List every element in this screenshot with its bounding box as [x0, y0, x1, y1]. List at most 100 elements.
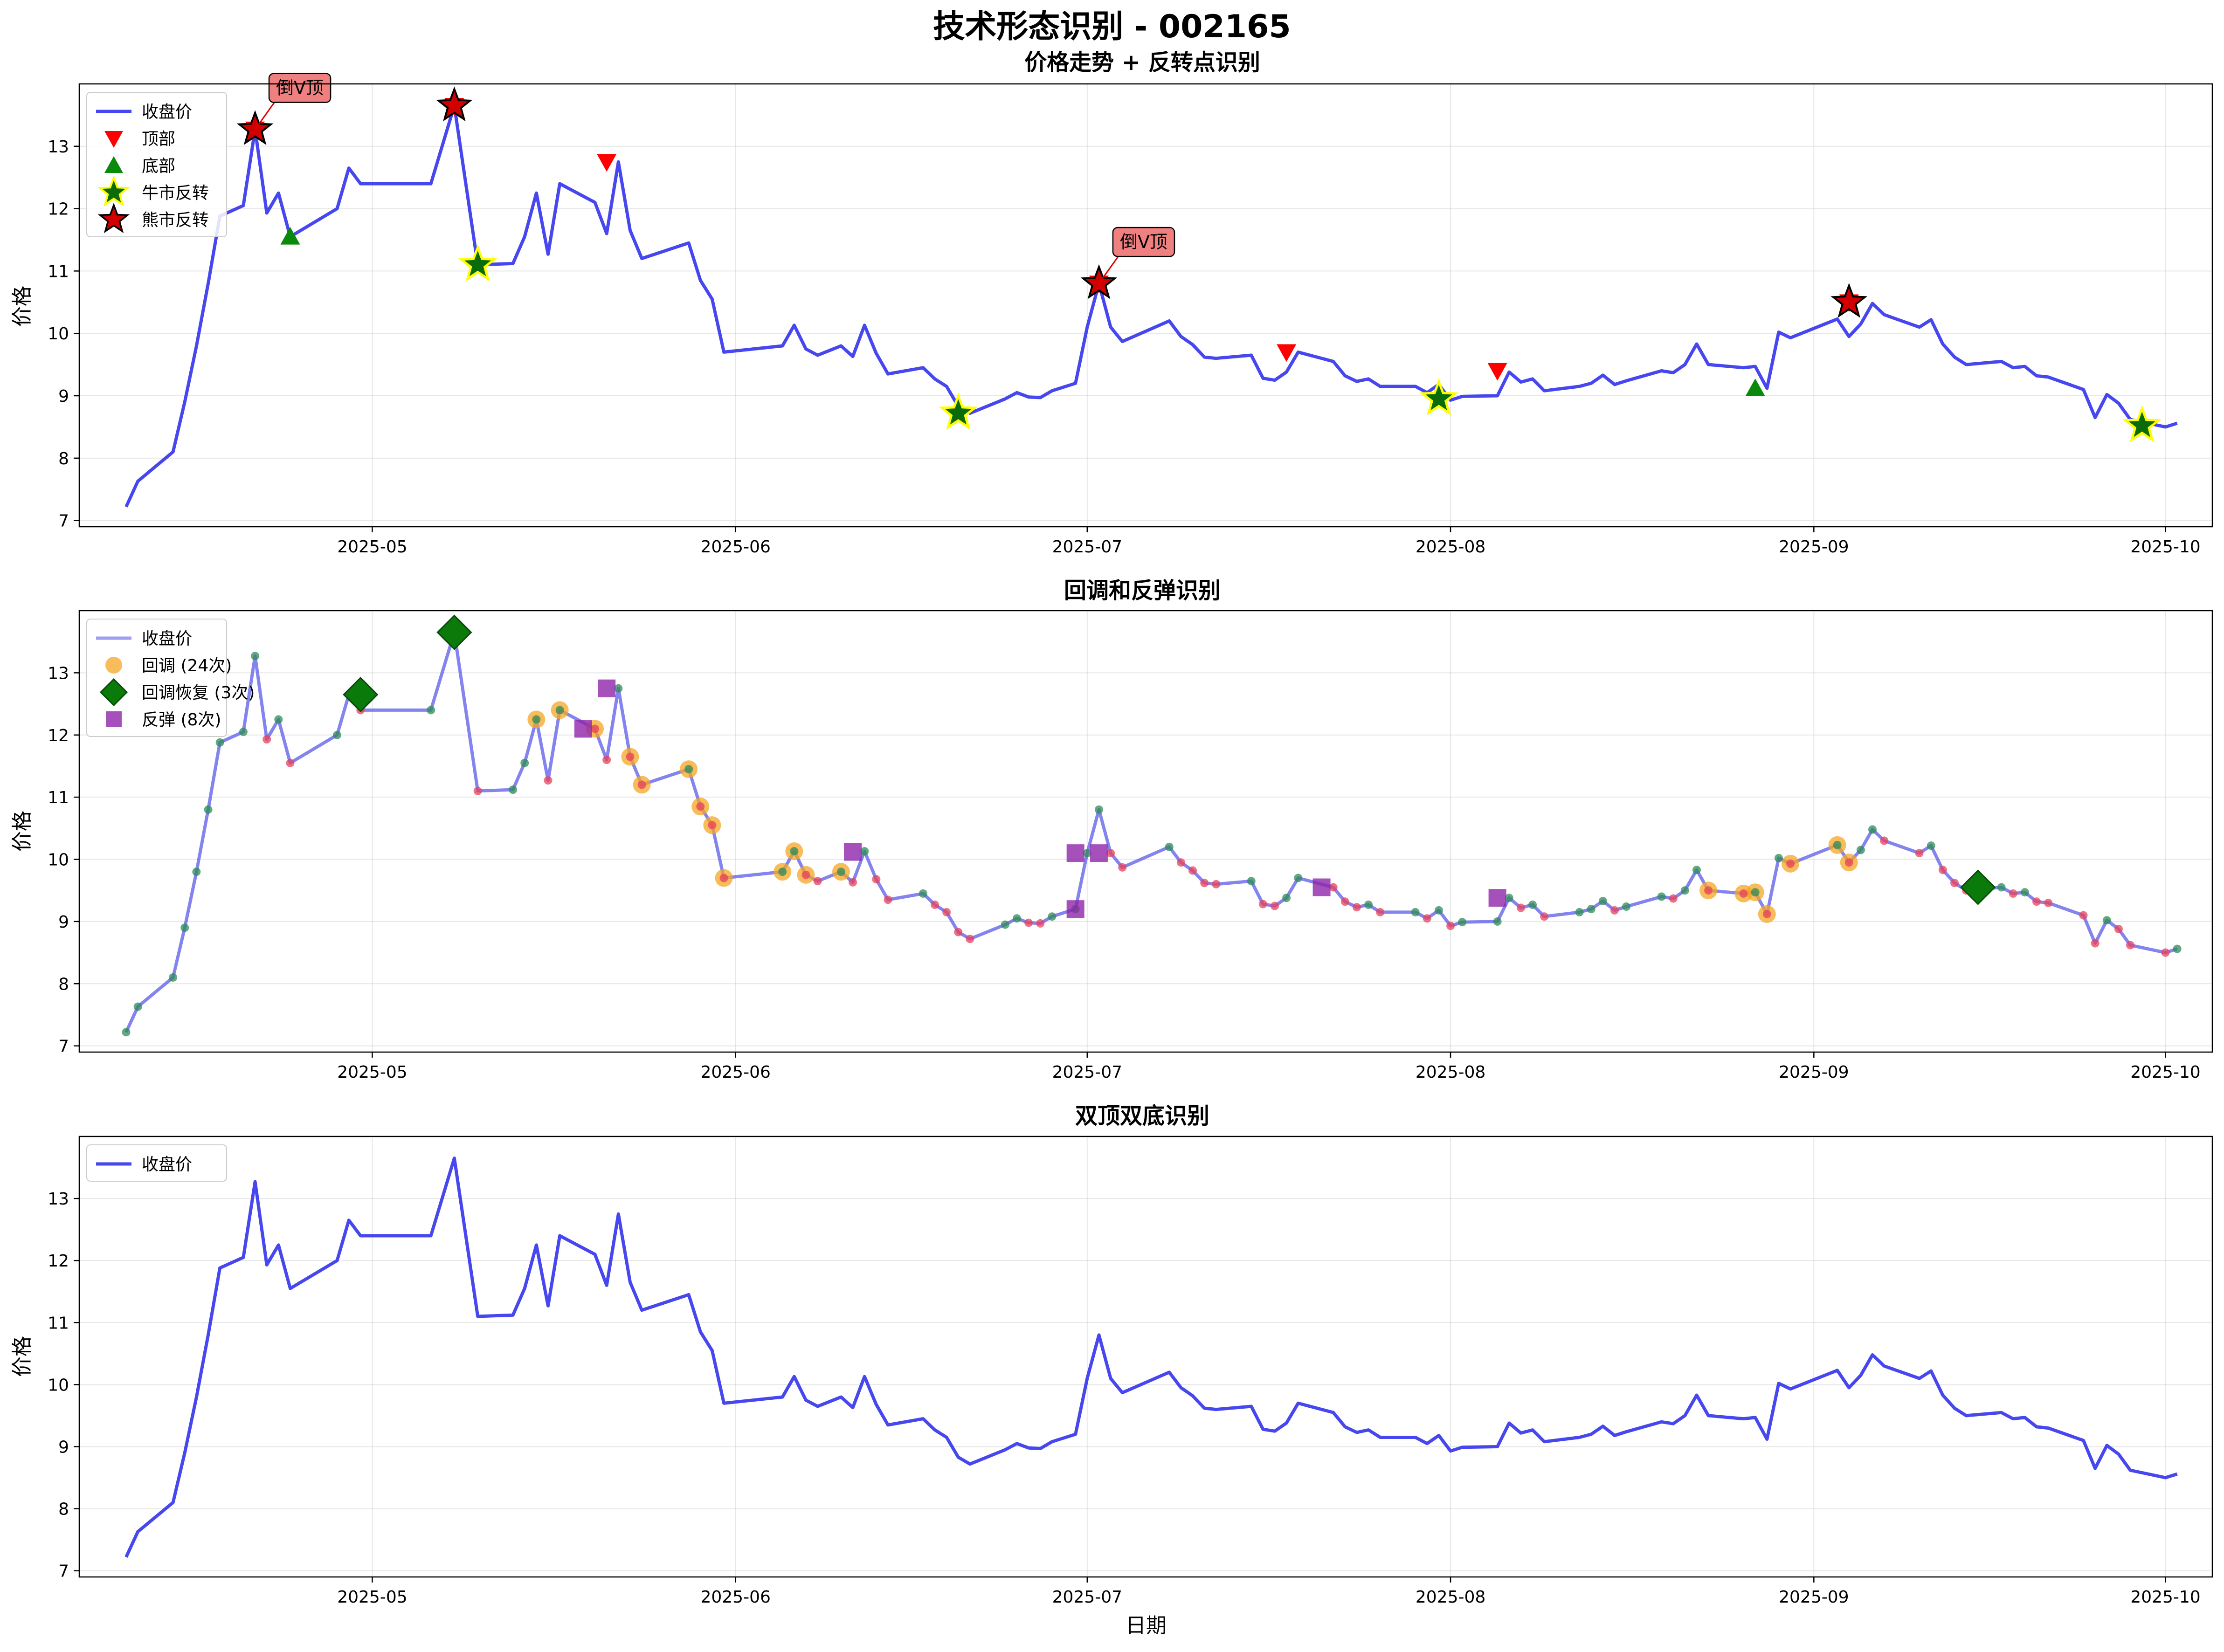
annotation-text: 倒V顶 — [276, 78, 324, 98]
legend-entry: 反弹 (8次) — [106, 710, 221, 730]
trend-dot — [2009, 889, 2017, 898]
trend-dot — [931, 900, 939, 909]
trend-dot — [509, 785, 518, 794]
y-tick-label: 10 — [48, 324, 69, 344]
legend-label: 顶部 — [142, 130, 175, 149]
trend-dot — [1657, 892, 1666, 901]
trend-dot — [427, 706, 435, 715]
trend-dot — [966, 935, 974, 943]
x-tick-label: 2025-09 — [1779, 537, 1849, 557]
trend-dot — [204, 805, 213, 814]
trend-dot — [1927, 841, 1935, 850]
trend-dot — [1376, 908, 1385, 916]
y-tick-label: 12 — [48, 1252, 69, 1271]
trend-dot — [872, 875, 881, 884]
trend-dot — [1610, 906, 1619, 915]
axes-frame — [78, 610, 2213, 1053]
legend-swatch-bull — [97, 175, 131, 207]
trend-dot — [1118, 863, 1127, 872]
y-tick-label: 9 — [58, 913, 69, 932]
x-tick-label: 2025-08 — [1416, 1588, 1485, 1607]
legend-label: 反弹 (8次) — [142, 710, 221, 730]
trend-dot — [2102, 916, 2111, 925]
y-tick-label: 8 — [58, 449, 69, 468]
x-tick-label: 2025-06 — [700, 537, 770, 557]
trend-dot — [1856, 846, 1865, 854]
trend-dot — [602, 756, 611, 764]
trend-dot — [813, 877, 822, 886]
trend-dot — [1106, 849, 1115, 858]
trend-dot — [473, 786, 482, 795]
trend-dot — [532, 715, 541, 724]
panel1-ylabel: 价格 — [10, 286, 34, 327]
y-tick-label: 8 — [58, 975, 69, 994]
trend-dot — [1212, 880, 1221, 888]
trend-dot — [1774, 854, 1783, 862]
trend-dot — [1751, 888, 1760, 897]
x-tick-label: 2025-09 — [1779, 1588, 1849, 1607]
panel2-title: 回调和反弹识别 — [1064, 578, 1221, 604]
trend-dot — [614, 684, 623, 693]
trend-dot — [1083, 849, 1091, 858]
axes-frame — [78, 1136, 2213, 1578]
trend-dot — [1165, 842, 1174, 851]
y-tick-label: 9 — [58, 387, 69, 406]
x-tick-label: 2025-10 — [2130, 537, 2200, 557]
y-tick-label: 13 — [48, 138, 69, 157]
legend-entry: 回调恢复 (3次) — [99, 678, 255, 707]
trend-dot — [860, 847, 869, 856]
trend-dot — [1833, 840, 1842, 849]
y-tick-label: 10 — [48, 1376, 69, 1395]
trend-dot — [2020, 888, 2029, 897]
trend-dot — [849, 878, 857, 887]
legend-swatch-top — [104, 131, 123, 148]
trend-dot — [1704, 886, 1713, 895]
trend-dot — [1516, 903, 1525, 912]
trend-dot — [1001, 920, 1009, 929]
trend-dot — [333, 730, 342, 739]
x-tick-label: 2025-06 — [700, 1063, 770, 1082]
x-tick-label: 2025-06 — [700, 1588, 770, 1607]
trend-dot — [1458, 918, 1467, 927]
price-series-line — [124, 1156, 2178, 1558]
legend-swatch-bottom — [104, 156, 123, 173]
trend-dot — [884, 895, 892, 904]
y-tick-label: 9 — [58, 1438, 69, 1457]
bear-reversal-star — [436, 86, 473, 122]
trend-dot — [1868, 825, 1877, 834]
trend-dot — [2114, 924, 2123, 933]
trend-dot — [251, 652, 260, 661]
trend-dot — [1188, 866, 1197, 875]
trend-dot — [122, 1028, 131, 1037]
trend-dot — [1762, 909, 1771, 918]
x-tick-label: 2025-07 — [1052, 1063, 1122, 1082]
trend-dot — [1411, 908, 1420, 916]
trend-dot — [2091, 939, 2100, 948]
x-tick-label: 2025-05 — [337, 1588, 407, 1607]
trend-dot — [1997, 883, 2006, 892]
figure-title: 技术形态识别 - 002165 — [933, 8, 1291, 45]
trend-dot — [626, 752, 635, 761]
trend-dot — [2161, 948, 2170, 957]
panel3-xlabel: 日期 — [1126, 1614, 1167, 1638]
rebound-square — [1090, 844, 1108, 862]
trend-dot — [1294, 874, 1303, 882]
trend-dot — [684, 765, 693, 774]
rebound-square — [844, 843, 862, 861]
trend-dot — [215, 738, 224, 747]
legend-label: 熊市反转 — [142, 211, 209, 230]
y-tick-label: 12 — [48, 200, 69, 219]
x-tick-label: 2025-05 — [337, 1063, 407, 1082]
trend-dot — [1012, 914, 1021, 923]
trend-dot — [1505, 894, 1513, 902]
legend-swatch-pullback — [105, 657, 122, 674]
x-tick-label: 2025-08 — [1416, 537, 1485, 557]
y-tick-label: 7 — [58, 512, 69, 531]
trend-dot — [1540, 912, 1549, 921]
legend-swatch-rebound — [106, 711, 122, 727]
trend-dot — [1528, 900, 1537, 909]
legend-entry: 收盘价 — [96, 103, 192, 122]
trend-dot — [1938, 866, 1947, 874]
trend-dot — [1352, 903, 1361, 912]
